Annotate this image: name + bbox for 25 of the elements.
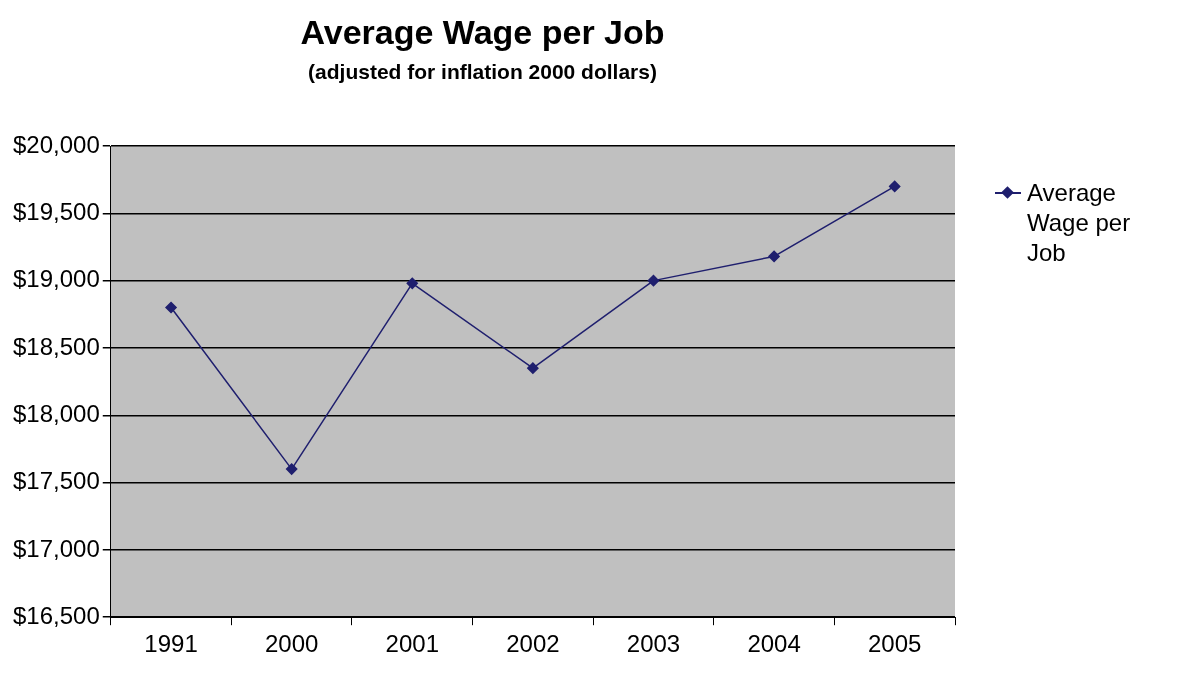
point [647,274,660,287]
x-tick-label: 2002 [506,630,560,658]
x-tick-label: 2004 [747,630,801,658]
point [165,301,177,314]
y-tick-label: $20,000 [12,130,100,158]
x-tick-label: 2005 [868,630,922,658]
y-tick-label: $18,000 [12,399,100,427]
point [527,362,539,374]
point [888,180,901,193]
y-tick-label: $16,500 [12,601,100,629]
y-tick-label: $18,500 [12,332,100,360]
chart-title: Average Wage per Job [300,12,665,51]
y-tick-label: $17,000 [12,534,100,562]
y-tick-label: $19,500 [12,197,100,225]
point [406,277,419,290]
point [285,463,298,475]
legend-label: Average Wage per Job [1027,178,1132,268]
y-tick-label: $17,500 [12,467,100,495]
x-tick-label: 1991 [144,630,198,658]
x-tick-label: 2001 [385,630,439,658]
chart-subtitle: (adjusted for inflation 2000 dollars) [308,60,657,84]
y-tick-label: $19,000 [12,265,100,293]
point [768,250,780,263]
x-tick-label: 2000 [264,630,319,658]
x-tick-label: 2003 [626,630,681,658]
